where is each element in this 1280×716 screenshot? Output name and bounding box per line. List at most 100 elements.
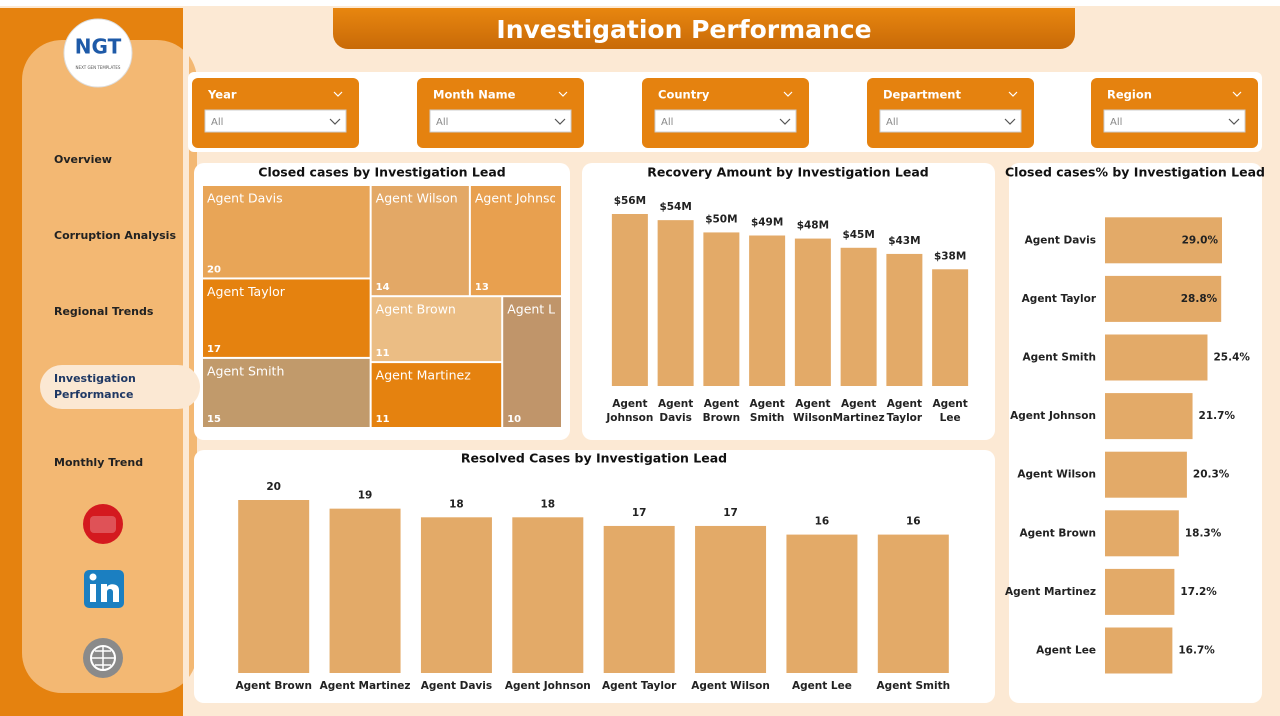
treemap-cell (203, 358, 370, 427)
chart-title: Closed cases by Investigation Lead (258, 165, 505, 180)
bar (1105, 451, 1187, 498)
bar (695, 525, 767, 673)
treemap-value: 15 (207, 414, 221, 425)
data-label: 21.7% (1199, 410, 1236, 422)
filter-label: Region (1107, 88, 1152, 102)
y-tick-label: Agent Wilson (1017, 469, 1096, 481)
filter-dropdown[interactable] (204, 109, 347, 133)
top-strip (0, 0, 1280, 6)
filter-label: Year (207, 88, 237, 102)
bar (886, 253, 923, 386)
treemap-label-box: Agent Brown 11 (376, 302, 456, 359)
bar (786, 534, 858, 673)
data-label: 16 (906, 516, 921, 528)
treemap-value: 17 (207, 344, 221, 355)
treemap-label: Agent Martinez (376, 368, 472, 383)
treemap-value: 11 (376, 348, 390, 359)
data-label: 17 (632, 507, 647, 519)
treemap-cell (470, 186, 561, 296)
nav-item[interactable]: Corruption Analysis (54, 229, 176, 242)
y-tick-label: Agent Lee (1036, 645, 1096, 657)
chart-title: Resolved Cases by Investigation Lead (461, 451, 727, 466)
treemap-value: 11 (376, 414, 390, 425)
treemap-label: Agent Taylor (207, 284, 286, 299)
chart-panel (194, 450, 995, 703)
treemap-cell (203, 279, 370, 357)
chevron (1228, 118, 1240, 125)
nav-item[interactable]: Investigation Performance (54, 372, 136, 401)
title-bar (333, 8, 1075, 49)
bar (512, 517, 584, 673)
linkedin-glyph (89, 573, 97, 581)
treemap-label-box: Agent Martinez 11 (376, 368, 472, 425)
y-tick-label: Agent Johnson (1010, 410, 1096, 422)
x-tick-label: Agent Lee (792, 680, 852, 692)
filter-dropdown[interactable] (654, 109, 797, 133)
data-label: $45M (842, 229, 874, 241)
linkedin-glyph (101, 584, 119, 602)
bar (749, 235, 786, 386)
data-label: $50M (705, 213, 737, 225)
x-tick-label: Agent Brown (235, 680, 311, 692)
x-tick-label: Agent Johnson (505, 680, 591, 692)
treemap-value: 20 (207, 264, 221, 275)
data-label: $56M (614, 195, 646, 207)
data-label: 16.7% (1178, 645, 1215, 657)
treemap-label-box: Agent Taylor 17 (207, 284, 286, 355)
x-tick-label: Agent Taylor (602, 680, 677, 692)
chevron (1008, 91, 1018, 97)
filter-value: All (436, 117, 448, 128)
x-tick-label: Agent Davis (421, 680, 492, 692)
data-label: $54M (659, 201, 691, 213)
bar (611, 214, 648, 386)
chevron (779, 118, 791, 125)
nav-item[interactable]: Regional Trends (54, 305, 154, 318)
data-label: 17.2% (1180, 586, 1217, 598)
treemap-label: Agent Wilson (376, 191, 458, 206)
filter-value: All (661, 117, 673, 128)
nav-item[interactable]: Overview (54, 153, 112, 166)
page-title: Investigation Performance (496, 15, 871, 44)
data-label: $49M (751, 217, 783, 229)
bar (1105, 393, 1193, 440)
filter-label: Month Name (433, 88, 516, 102)
youtube-icon[interactable] (83, 504, 123, 544)
bar (840, 247, 877, 386)
y-tick-label: Agent Taylor (1022, 293, 1097, 305)
x-tick-label: Agent Lee (932, 398, 967, 424)
logo-subtitle: NEXT GEN TEMPLATES (76, 65, 121, 70)
filter-dropdown[interactable] (879, 109, 1022, 133)
bar (238, 500, 310, 673)
data-label: $38M (934, 250, 966, 262)
x-tick-label: Agent Wilson (793, 398, 833, 424)
bar (794, 238, 831, 386)
chevron (1004, 118, 1016, 125)
data-label: 20.3% (1193, 469, 1230, 481)
youtube-glyph (90, 516, 116, 533)
filter-value: All (886, 117, 898, 128)
filter-dropdown[interactable] (1103, 109, 1246, 133)
nav-active (40, 365, 200, 409)
treemap-label-box: Agent Wilson 14 (376, 191, 458, 294)
bar (877, 534, 949, 673)
chevron (554, 118, 566, 125)
filter-dropdown[interactable] (429, 109, 572, 133)
chevron (333, 91, 343, 97)
x-tick-label: Agent Davis (658, 398, 693, 424)
treemap-value: 13 (475, 282, 489, 293)
chevron (783, 91, 793, 97)
x-tick-label: Agent Brown (703, 398, 741, 424)
bar (603, 525, 675, 673)
bar (420, 517, 492, 673)
bar (329, 508, 401, 673)
filter-value: All (1110, 117, 1122, 128)
chart-title: Closed cases% by Investigation Lead (1005, 165, 1265, 180)
filter-value: All (211, 117, 223, 128)
treemap-cell (371, 363, 502, 427)
treemap-value: 14 (376, 282, 390, 293)
bar (1105, 627, 1173, 674)
data-label: 18 (449, 498, 464, 510)
nav-item[interactable]: Monthly Trend (54, 456, 143, 469)
y-tick-label: Agent Martinez (1005, 586, 1096, 598)
